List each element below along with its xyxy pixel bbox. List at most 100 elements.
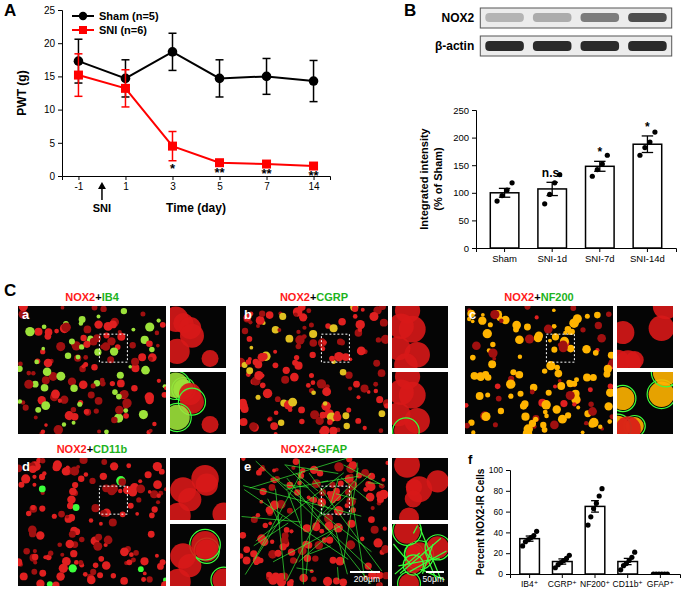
event-label: SNI [93,202,111,214]
cell [525,334,534,343]
cell [490,342,495,347]
micrograph-title: NOX2+CD11b [57,443,128,455]
cell [72,482,78,488]
cell [242,328,248,334]
tick-label: CGRP⁺ [548,579,577,589]
micrograph-letter: c [469,307,476,322]
cell [128,365,132,369]
glia-process [395,553,420,574]
cell [275,396,281,402]
cell [582,345,591,354]
cell [70,384,77,391]
series-line [78,75,313,166]
cell [24,380,33,389]
cell [58,511,65,518]
cell [609,414,613,419]
cell [365,481,372,488]
cell [45,333,52,340]
tick: 80 [494,486,510,496]
blot-label: NOX2 [442,11,475,25]
image-background [18,306,166,434]
cell [65,515,69,519]
cell [84,409,91,416]
glia-process [368,482,380,484]
glia-process [275,489,284,580]
cell [140,557,148,565]
tick: SNI-1d [537,248,567,264]
tick-mark [504,248,505,252]
tick-label: IB4⁺ [521,579,538,589]
cell [18,366,23,372]
marker [309,76,319,86]
cell [95,534,102,541]
cell [91,364,97,370]
cell [74,560,79,565]
cell [334,462,343,471]
blot-label: β-actin [435,39,474,53]
cell [309,373,314,378]
glia-process [393,544,411,565]
cell [327,491,331,495]
cell [51,390,60,399]
cell [344,423,350,429]
tick-mark [660,574,661,578]
cell [617,350,641,368]
data-point [567,553,572,558]
cell [318,338,327,347]
cell [39,570,46,577]
blot-band-control [628,41,667,51]
cell [363,426,367,430]
glia-process [287,506,325,581]
data-point [547,192,552,197]
micrograph-title: NOX2+CGRP [280,291,348,303]
cell [42,471,46,475]
cell [116,476,125,485]
cell [149,513,155,519]
cell [339,578,347,586]
cell [521,400,528,407]
cell [141,366,150,375]
cell [98,556,104,562]
cell [506,379,515,388]
cell [292,360,298,366]
cell [48,551,53,556]
annotation: * [645,120,650,134]
cell [57,573,64,580]
cell [510,369,516,375]
cell [157,563,164,570]
tick: 100 [453,187,476,198]
annotation: * [597,145,602,159]
cell [360,537,365,542]
cell [148,490,152,494]
cell [309,330,317,338]
cell [54,329,59,334]
cell [90,338,98,346]
cell [93,542,102,551]
cell [353,314,358,319]
cell [588,407,597,416]
cell [145,322,154,331]
cell [164,487,166,491]
cell [95,397,103,405]
cell [26,371,31,376]
cell [80,335,86,341]
cell [376,396,383,403]
data-point [494,198,499,203]
title-part: NOX2 [281,443,311,455]
image-background [465,306,613,434]
cell [148,429,152,433]
cell [492,357,496,361]
cell [381,545,388,553]
cell [148,531,155,538]
cell [42,376,50,384]
title-part: NF200 [541,291,574,303]
cell [110,462,118,470]
cell [482,412,491,421]
cell [482,371,489,378]
cell [256,513,261,518]
cell [338,318,346,326]
tick: 3 [170,176,176,192]
cell [25,327,34,336]
tick: CD11b⁺ [613,574,643,589]
cell-ring [393,418,420,434]
